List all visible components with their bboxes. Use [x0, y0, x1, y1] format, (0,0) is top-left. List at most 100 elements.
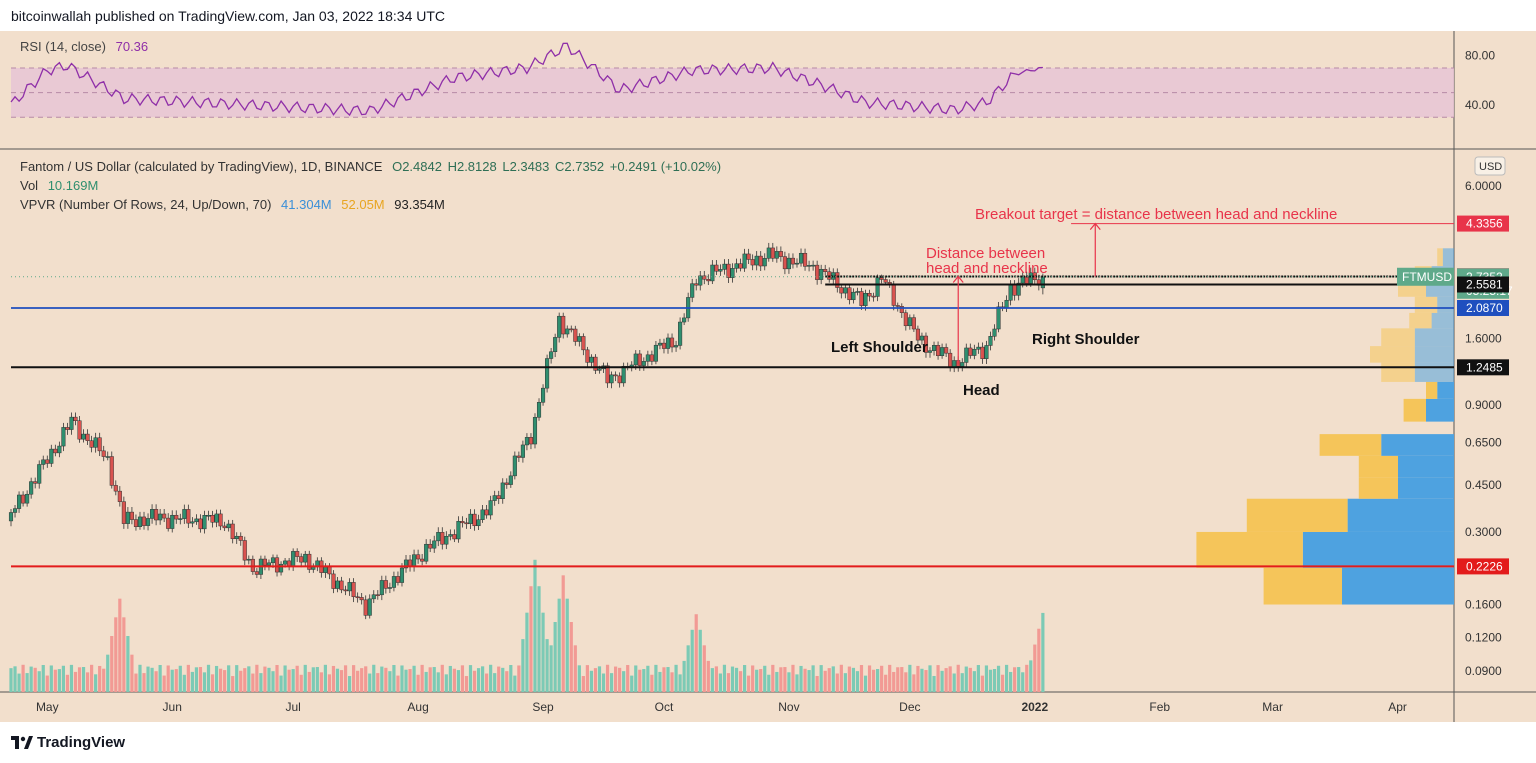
candle-body — [25, 493, 30, 504]
volume-bar — [896, 667, 900, 692]
volume-bar — [1033, 644, 1037, 692]
volume-bar — [90, 664, 94, 692]
candle-body — [847, 287, 852, 301]
volume-bar — [827, 668, 831, 692]
volume-bar — [956, 664, 960, 692]
symbol-price-tag-text: FTMUSD — [1402, 270, 1452, 284]
candle-body — [339, 580, 344, 591]
candle-body — [968, 347, 973, 356]
volume-bar — [698, 629, 702, 692]
candle-body — [665, 337, 671, 349]
candle-body — [605, 365, 610, 384]
volume-bar — [880, 665, 884, 692]
candle-body — [274, 557, 280, 573]
symbol-price-tag — [1397, 267, 1454, 286]
price-axis-label: 0.9000 — [1465, 398, 1502, 412]
publisher-header: bitcoinwallah published on TradingView.c… — [11, 8, 446, 24]
volume-bar — [190, 671, 194, 692]
candle-body — [89, 440, 94, 448]
candle-body — [412, 554, 417, 567]
volume-bar — [53, 669, 57, 692]
candle-body — [520, 444, 525, 458]
candle-body — [718, 269, 723, 272]
volume-profile-down-bar — [1398, 282, 1426, 297]
volume-bar — [279, 675, 283, 692]
volume-bar — [972, 671, 976, 692]
volume-bar — [239, 670, 243, 692]
volume-bar — [319, 672, 323, 692]
volume-bar — [158, 665, 162, 692]
volume-bar — [182, 674, 186, 692]
vpvr-up-value: 41.304M — [281, 197, 332, 212]
volume-bar — [964, 666, 968, 692]
volume-bar — [650, 674, 654, 692]
candle-body — [383, 580, 388, 589]
candle-body — [528, 437, 534, 445]
candle-body — [923, 335, 929, 353]
volume-profile-up-bar — [1426, 398, 1454, 422]
volume-bar — [194, 667, 199, 692]
candle-body — [944, 347, 949, 354]
volume-bar — [759, 669, 763, 692]
candle-body — [593, 356, 598, 371]
candle-body — [113, 485, 118, 492]
volume-bar — [904, 672, 908, 692]
candle-body — [270, 557, 276, 564]
volume-bar — [718, 673, 723, 692]
candle-body — [125, 511, 130, 524]
tradingview-logo[interactable]: TradingView — [11, 734, 125, 751]
volume-bar — [428, 667, 432, 692]
volume-bar — [460, 665, 465, 692]
candle-body — [936, 345, 941, 357]
candle-body — [738, 263, 743, 269]
volume-bar — [545, 639, 549, 692]
candle-body — [49, 448, 54, 464]
volume-bar — [605, 664, 610, 692]
candle-body — [561, 315, 566, 335]
candle-body — [69, 416, 74, 430]
time-axis-label: Mar — [1262, 700, 1283, 714]
time-axis-label: Jun — [163, 700, 182, 714]
candle-body — [436, 532, 441, 542]
candle-body — [919, 335, 924, 341]
volume-bar — [223, 670, 227, 692]
volume-bar — [706, 660, 710, 692]
volume-bar — [630, 675, 634, 692]
candle-body — [702, 275, 707, 280]
candle-body — [170, 514, 175, 529]
candle-body — [323, 566, 328, 573]
volume-bar — [549, 645, 553, 692]
candle-body — [367, 598, 372, 616]
candle-body — [758, 255, 763, 267]
candle-body — [754, 255, 759, 266]
time-axis-label: Aug — [407, 700, 428, 714]
volume-profile-down-bar — [1437, 248, 1443, 267]
volume-bar — [726, 673, 731, 692]
candle-body — [690, 283, 695, 298]
volume-bar — [851, 667, 856, 692]
candle-body — [234, 535, 239, 540]
rsi-value: 70.36 — [115, 39, 149, 54]
price-axis-label: 0.0900 — [1465, 664, 1502, 678]
candle-body — [335, 580, 340, 589]
volume-bar — [388, 671, 392, 692]
price-tag-text: 0.2226 — [1466, 559, 1503, 573]
volume-bar — [57, 669, 61, 692]
candle-body — [746, 253, 751, 260]
volume-bar — [17, 673, 21, 692]
candle-body — [992, 328, 997, 337]
volume-bar — [392, 665, 396, 692]
volume-bar — [247, 666, 251, 692]
candle-body — [133, 519, 139, 527]
vpvr-down-value: 52.05M — [341, 197, 385, 212]
candle-body — [653, 344, 658, 362]
volume-bar — [9, 668, 13, 692]
volume-bar — [33, 667, 37, 692]
candle-body — [911, 317, 916, 330]
candle-body — [129, 511, 134, 520]
volume-bar — [541, 612, 545, 692]
candle-body — [121, 501, 126, 524]
volume-bar — [577, 665, 581, 692]
left-shoulder-label: Left Shoulder — [831, 339, 928, 356]
